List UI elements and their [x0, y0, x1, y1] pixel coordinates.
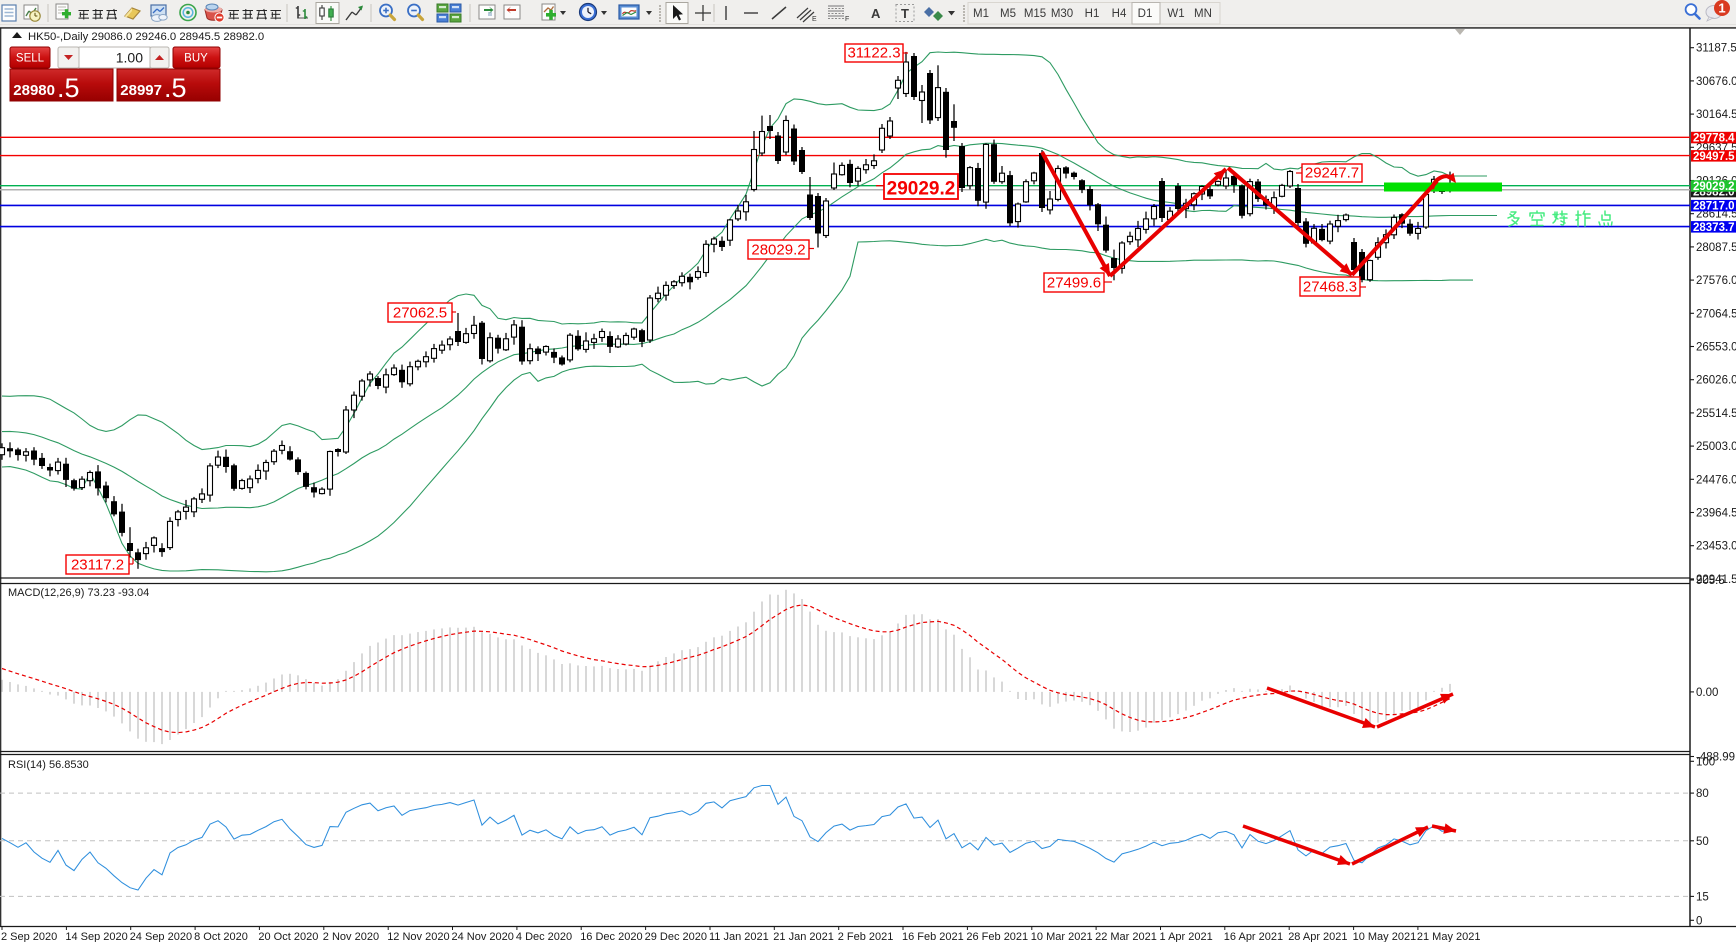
svg-text:29 Dec 2020: 29 Dec 2020	[645, 931, 707, 942]
svg-text:F: F	[845, 16, 849, 23]
svg-text:26553.0: 26553.0	[1696, 342, 1736, 354]
svg-text:22941.5: 22941.5	[1696, 574, 1736, 586]
svg-text:11 Jan 2021: 11 Jan 2021	[709, 931, 769, 942]
svg-text:14 Sep 2020: 14 Sep 2020	[65, 931, 127, 942]
svg-text:16 Dec 2020: 16 Dec 2020	[580, 931, 642, 942]
svg-text:27062.5: 27062.5	[393, 305, 447, 322]
svg-text:27576.0: 27576.0	[1696, 275, 1736, 287]
svg-text:12 Nov 2020: 12 Nov 2020	[387, 931, 449, 942]
svg-text:28717.0: 28717.0	[1693, 201, 1735, 213]
svg-text:2 Feb 2021: 2 Feb 2021	[838, 931, 894, 942]
svg-text:24476.0: 24476.0	[1696, 474, 1736, 486]
svg-text:80: 80	[1696, 788, 1709, 800]
svg-text:2 Sep 2020: 2 Sep 2020	[1, 931, 57, 942]
svg-text:MN: MN	[1194, 8, 1212, 20]
svg-text:M15: M15	[1024, 8, 1046, 20]
svg-text:27468.3: 27468.3	[1303, 279, 1357, 296]
svg-text:-488.99: -488.99	[1696, 752, 1735, 764]
svg-text:23964.5: 23964.5	[1696, 508, 1736, 520]
svg-text:M5: M5	[1000, 8, 1016, 20]
svg-text:28 Apr 2021: 28 Apr 2021	[1288, 931, 1347, 942]
svg-text:29247.7: 29247.7	[1305, 165, 1359, 182]
svg-text:2 Nov 2020: 2 Nov 2020	[323, 931, 379, 942]
svg-text:10 Mar 2021: 10 Mar 2021	[1031, 931, 1093, 942]
svg-text:100: 100	[1696, 756, 1715, 768]
svg-text:27499.6: 27499.6	[1047, 275, 1101, 292]
svg-text:16 Feb 2021: 16 Feb 2021	[902, 931, 964, 942]
svg-text:31187.5: 31187.5	[1696, 43, 1736, 55]
svg-text:30676.0: 30676.0	[1696, 76, 1736, 88]
svg-text:.5: .5	[164, 73, 187, 103]
svg-text:905.5: 905.5	[1696, 575, 1725, 587]
svg-text:23453.0: 23453.0	[1696, 541, 1736, 553]
svg-text:50: 50	[1696, 836, 1709, 848]
svg-text:20 Oct 2020: 20 Oct 2020	[258, 931, 318, 942]
svg-text:26 Feb 2021: 26 Feb 2021	[966, 931, 1028, 942]
svg-text:21 Jan 2021: 21 Jan 2021	[773, 931, 834, 942]
svg-text:0: 0	[1696, 915, 1702, 927]
svg-text:1 Apr 2021: 1 Apr 2021	[1160, 931, 1213, 942]
svg-text:1: 1	[1718, 1, 1725, 16]
svg-text:29029.2: 29029.2	[887, 179, 956, 200]
svg-text:.5: .5	[57, 73, 80, 103]
svg-text:24 Nov 2020: 24 Nov 2020	[452, 931, 514, 942]
svg-text:31122.3: 31122.3	[847, 45, 900, 62]
svg-text:15: 15	[1696, 891, 1709, 903]
svg-text:26026.0: 26026.0	[1696, 375, 1736, 387]
svg-text:BUY: BUY	[184, 53, 208, 65]
svg-text:T: T	[901, 6, 909, 21]
svg-text:21 May 2021: 21 May 2021	[1417, 931, 1481, 942]
svg-text:1.00: 1.00	[116, 50, 143, 66]
svg-text:4 Dec 2020: 4 Dec 2020	[516, 931, 572, 942]
svg-text:25003.0: 25003.0	[1696, 441, 1736, 453]
svg-text:28029.2: 28029.2	[751, 242, 805, 259]
svg-text:MACD(12,26,9) 73.23 -93.04: MACD(12,26,9) 73.23 -93.04	[8, 587, 149, 599]
svg-text:30164.5: 30164.5	[1696, 109, 1736, 121]
svg-text:24 Sep 2020: 24 Sep 2020	[130, 931, 192, 942]
svg-text:29029.2: 29029.2	[1693, 181, 1735, 193]
svg-text:H1: H1	[1085, 8, 1100, 20]
svg-text:H4: H4	[1112, 8, 1127, 20]
svg-text:28997: 28997	[120, 82, 162, 99]
svg-text:28980: 28980	[13, 82, 55, 99]
svg-text:W1: W1	[1167, 8, 1184, 20]
svg-text:28373.7: 28373.7	[1693, 222, 1735, 234]
svg-text:29497.5: 29497.5	[1693, 151, 1735, 163]
svg-text:D1: D1	[1138, 8, 1153, 20]
svg-text:23117.2: 23117.2	[71, 557, 124, 574]
svg-text:E: E	[812, 16, 817, 23]
svg-text:0.00: 0.00	[1696, 687, 1718, 699]
svg-text:25514.5: 25514.5	[1696, 408, 1736, 420]
svg-text:27064.5: 27064.5	[1696, 308, 1736, 320]
svg-text:10 May 2021: 10 May 2021	[1353, 931, 1417, 942]
svg-text:RSI(14) 56.8530: RSI(14) 56.8530	[8, 759, 89, 771]
svg-text:28087.5: 28087.5	[1696, 242, 1736, 254]
svg-text:M30: M30	[1051, 8, 1073, 20]
svg-text:HK50-,Daily 29086.0 29246.0 2: HK50-,Daily 29086.0 29246.0 28945.5 2898…	[28, 31, 264, 43]
svg-text:SELL: SELL	[16, 53, 45, 65]
svg-text:29778.4: 29778.4	[1693, 133, 1735, 145]
svg-text:M1: M1	[973, 8, 989, 20]
svg-text:22 Mar 2021: 22 Mar 2021	[1095, 931, 1157, 942]
svg-text:16 Apr 2021: 16 Apr 2021	[1224, 931, 1283, 942]
svg-text:8 Oct 2020: 8 Oct 2020	[194, 931, 248, 942]
svg-text:28614.5: 28614.5	[1696, 209, 1736, 221]
svg-text:A: A	[871, 6, 881, 21]
